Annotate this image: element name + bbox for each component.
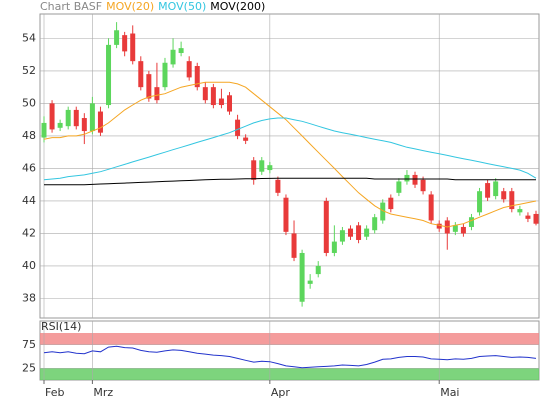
candle-body [283, 197, 289, 232]
candle-body [477, 191, 483, 213]
rsi-title: RSI(14) [41, 320, 81, 333]
candle-body [420, 179, 426, 192]
candle-body [218, 98, 224, 106]
candle-body [154, 87, 160, 101]
line-series [43, 117, 537, 181]
y-tick-label: 46 [22, 161, 36, 174]
candle-body [323, 200, 329, 253]
candle-body [493, 181, 499, 197]
candle-body [428, 194, 434, 221]
candle-body [235, 119, 241, 136]
candle-body [106, 44, 112, 106]
candle-body [356, 225, 362, 240]
y-tick-label: 52 [22, 64, 36, 77]
candle-body [41, 122, 47, 138]
legend-entry: MOV(200) [210, 0, 265, 13]
candle-body [315, 265, 321, 275]
rsi-band [40, 368, 539, 380]
candle-body [267, 165, 273, 171]
line-series [43, 81, 537, 228]
candle-body [331, 241, 337, 253]
candle-body [307, 280, 313, 284]
candle-body [49, 103, 55, 130]
candle-body [81, 118, 87, 132]
candle-body [65, 109, 71, 127]
candle-body [170, 49, 176, 65]
candle-body [517, 209, 523, 213]
candle-body [299, 252, 305, 302]
candle-body [122, 35, 128, 52]
candle-body [210, 87, 216, 106]
line-series [44, 177, 536, 186]
candle-body [114, 30, 120, 45]
candle-body [202, 87, 208, 101]
candle-body [525, 215, 531, 219]
candle-body [138, 61, 144, 88]
candle-body [485, 183, 491, 198]
candle-body [347, 228, 353, 237]
candle-body [339, 230, 345, 242]
x-tick-label: Mai [440, 386, 459, 399]
candle-body [388, 197, 394, 210]
candle-body [178, 48, 184, 54]
line-series [43, 345, 537, 369]
candle-body [259, 160, 265, 172]
y-tick-label: 40 [22, 259, 36, 272]
chart-title: Chart BASF [40, 0, 102, 13]
y-tick-label: 50 [22, 96, 36, 109]
candle-body [404, 174, 410, 182]
candle-body [227, 95, 233, 112]
candle-body [130, 33, 136, 62]
candle-body [468, 217, 474, 227]
candle-body [396, 181, 402, 193]
candle-body [89, 103, 95, 132]
x-tick-label: Apr [271, 386, 291, 399]
candle-body [460, 226, 466, 234]
y-tick-label: 44 [22, 194, 36, 207]
x-tick-label: Feb [45, 386, 64, 399]
candle-body [73, 109, 79, 127]
candle-body [162, 62, 168, 88]
candle-body [509, 191, 515, 210]
candle-body [251, 160, 257, 180]
candle-body [291, 233, 297, 258]
legend-entry: MOV(20) [106, 0, 154, 13]
rsi-band [40, 333, 539, 345]
legend-entry: MOV(50) [158, 0, 206, 13]
candle-body [436, 223, 442, 229]
candle-body [57, 122, 63, 128]
x-tick-label: Mrz [93, 386, 113, 399]
candle-body [412, 174, 418, 185]
panel-frame [39, 13, 540, 319]
candle-body [194, 66, 200, 88]
candle-body [533, 213, 539, 224]
candle-body [452, 225, 458, 232]
candle-body [501, 191, 507, 200]
y-tick-label: 25 [22, 361, 36, 374]
y-tick-label: 75 [22, 338, 36, 351]
candle-body [146, 74, 152, 99]
candle-body [372, 217, 378, 231]
y-tick-label: 42 [22, 226, 36, 239]
y-tick-label: 48 [22, 129, 36, 142]
candle-body [275, 179, 281, 193]
candle-body [243, 137, 249, 141]
candle-body [186, 61, 192, 78]
candle-body [364, 228, 370, 237]
candle-body [380, 202, 386, 221]
candle-body [97, 111, 103, 133]
y-tick-label: 38 [22, 291, 36, 304]
y-tick-label: 54 [22, 31, 36, 44]
